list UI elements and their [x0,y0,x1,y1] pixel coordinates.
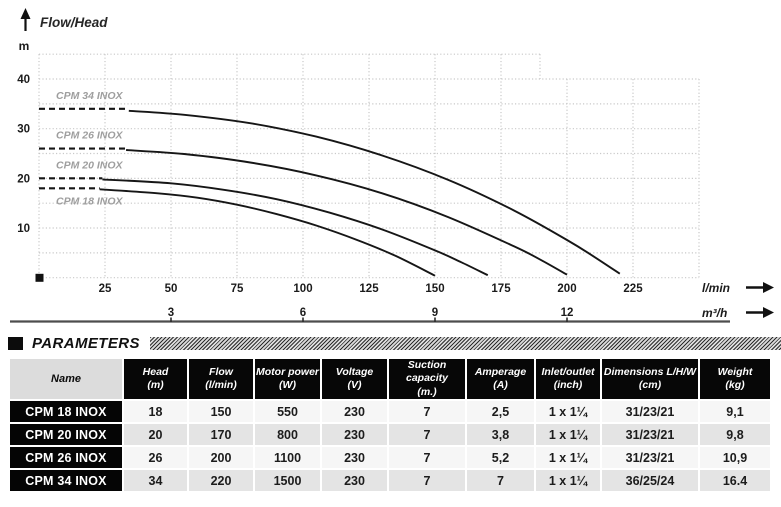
hatch-band [149,336,781,350]
param-value-cell: 26 [124,447,187,468]
param-value-cell: 800 [255,424,320,445]
parameters-header-bar: PARAMETERS [8,334,781,352]
x-tick-label: 175 [491,283,511,295]
parameters-title: PARAMETERS [32,334,140,352]
y-axis-unit: m [19,39,30,53]
y-tick-label: 40 [17,74,30,86]
param-value-cell: 7 [389,470,465,491]
x-tick-label: 150 [425,283,444,295]
x-tick-label: 225 [623,283,643,295]
pump-curve-cpm-26-inox [126,149,568,276]
pump-curve-cpm-18-inox [99,188,436,277]
param-value-cell: 230 [322,401,387,422]
column-header: Amperage (A) [467,359,534,399]
parameters-table: Name Head (m) Flow (l/min) Motor power (W) Volt… [8,357,772,493]
param-value-cell: 1100 [255,447,320,468]
column-header: Inlet/outlet (inch) [536,359,600,399]
column-header: Name [10,359,122,399]
column-header: Head (m) [124,359,187,399]
pump-name-cell: CPM 34 INOX [10,470,122,491]
param-value-cell: 230 [322,447,387,468]
x-tick-label: 75 [231,283,244,295]
param-value-cell: 31/23/21 [602,401,698,422]
up-arrow-head-icon [20,8,31,19]
x-tick-label: 100 [293,283,312,295]
param-value-cell: 7 [467,470,534,491]
curve-label-cpm-26-inox: CPM 26 INOX [56,130,124,142]
table-row: CPM 18 INOX 18 150 550 230 7 2,5 1 x 1¼ 31/23/21… [10,401,770,422]
param-value-cell: 9,8 [700,424,770,445]
param-value-cell: 10,9 [700,447,770,468]
param-value-cell: 1 x 1¼ [536,447,600,468]
param-value-cell: 230 [322,470,387,491]
m3h-tick-label: 12 [561,307,574,319]
param-value-cell: 220 [189,470,253,491]
param-value-cell: 1 x 1¼ [536,401,600,422]
param-value-cell: 31/23/21 [602,424,698,445]
right-arrow-icon-head [763,307,774,318]
pump-curve-cpm-34-inox [128,109,621,275]
table-row: CPM 34 INOX 34 220 1500 230 7 7 1 x 1¼ 36/25/24 1… [10,470,770,491]
pump-name-cell: CPM 20 INOX [10,424,122,445]
pump-name-cell: CPM 26 INOX [10,447,122,468]
m3h-tick-label: 6 [300,307,306,319]
column-header: Suction capacity (m.) [389,359,465,399]
param-value-cell: 550 [255,401,320,422]
column-header: Flow (l/min) [189,359,253,399]
curve-label-cpm-34-inox: CPM 34 INOX [56,90,124,102]
flow-head-chart: CPM 18 INOX CPM 20 INOX CPM 26 INOX CPM 34 … [10,8,774,323]
x-axis-unit-lmin: l/min [702,281,730,295]
param-value-cell: 16.4 [700,470,770,491]
param-value-cell: 7 [389,401,465,422]
param-value-cell: 3,8 [467,424,534,445]
curve-label-cpm-18-inox: CPM 18 INOX [56,195,124,207]
y-tick-label: 10 [17,223,30,235]
param-value-cell: 1 x 1¼ [536,424,600,445]
param-value-cell: 20 [124,424,187,445]
param-value-cell: 200 [189,447,253,468]
param-value-cell: 1500 [255,470,320,491]
column-header: Voltage (V) [322,359,387,399]
pump-name-cell: CPM 18 INOX [10,401,122,422]
param-value-cell: 2,5 [467,401,534,422]
param-value-cell: 1 x 1¼ [536,470,600,491]
right-arrow-icon-head [763,282,774,293]
curve-label-cpm-20-inox: CPM 20 INOX [56,159,124,171]
column-header: Weight (kg) [700,359,770,399]
square-bullet-icon [8,336,23,350]
x-tick-label: 125 [359,283,379,295]
param-value-cell: 7 [389,424,465,445]
param-value-cell: 18 [124,401,187,422]
x-tick-label: 25 [99,283,112,295]
x-tick-label: 200 [557,283,576,295]
y-tick-label: 20 [17,173,30,185]
param-value-cell: 36/25/24 [602,470,698,491]
param-value-cell: 34 [124,470,187,491]
param-value-cell: 5,2 [467,447,534,468]
x-tick-label: 50 [165,283,178,295]
param-value-cell: 170 [189,424,253,445]
table-row: CPM 26 INOX 26 200 1100 230 7 5,2 1 x 1¼ 31/23/2… [10,447,770,468]
y-tick-label: 30 [17,124,30,136]
column-header: Dimensions L/H/W (cm) [602,359,698,399]
m3h-tick-label: 3 [168,307,174,319]
param-value-cell: 7 [389,447,465,468]
table-row: CPM 20 INOX 20 170 800 230 7 3,8 1 x 1¼ 31/23/21… [10,424,770,445]
param-value-cell: 230 [322,424,387,445]
param-value-cell: 31/23/21 [602,447,698,468]
x-axis-unit-m3h: m³/h [702,306,727,320]
column-header: Motor power (W) [255,359,320,399]
param-value-cell: 150 [189,401,253,422]
pump-curve-cpm-20-inox [102,178,489,277]
origin-marker [35,273,44,282]
chart-title: Flow/Head [40,15,108,30]
m3h-tick-label: 9 [432,307,438,319]
param-value-cell: 9,1 [700,401,770,422]
